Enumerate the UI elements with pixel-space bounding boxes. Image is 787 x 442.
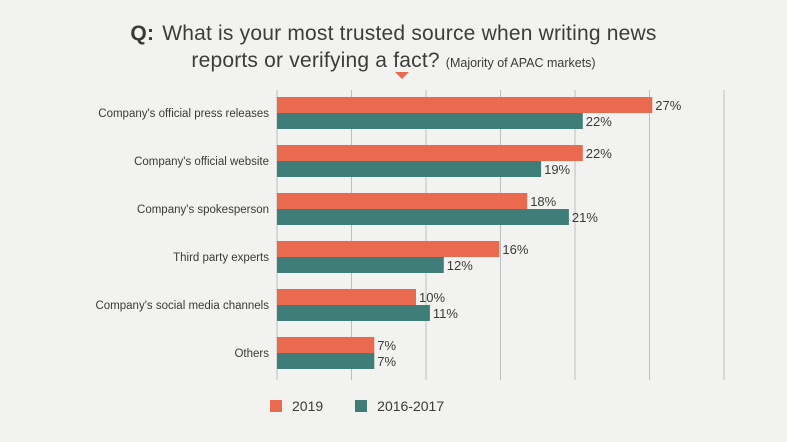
- chart-legend: 2019 2016-2017: [270, 398, 476, 414]
- bar-2019: [277, 241, 500, 257]
- bar-2016-2017: [277, 209, 569, 225]
- bar-2016-2017: [277, 161, 542, 177]
- legend-swatch-2016-2017: [355, 400, 368, 412]
- question-subtitle: (Majority of APAC markets): [445, 56, 596, 70]
- legend-item-2016-2017: 2016-2017: [355, 398, 444, 414]
- data-label: 10%: [419, 290, 445, 305]
- legend-label-2016-2017: 2016-2017: [377, 398, 445, 414]
- category-label: Company's spokesperson: [137, 204, 269, 216]
- bar-2019: [277, 145, 583, 161]
- bar-2019: [277, 289, 416, 305]
- bar-2016-2017: [277, 305, 430, 321]
- data-label: 18%: [530, 194, 556, 209]
- bar-2016-2017: [277, 353, 375, 369]
- data-label: 21%: [572, 210, 598, 225]
- question-text-2: reports or verifying a fact?: [191, 49, 440, 72]
- data-label: 11%: [433, 306, 458, 321]
- question-text-1: What is your most trusted source when wr…: [162, 22, 657, 45]
- data-label: 22%: [586, 114, 612, 129]
- data-label: 12%: [447, 258, 473, 273]
- data-label: 19%: [544, 162, 570, 177]
- data-label: 7%: [377, 354, 396, 369]
- data-label: 16%: [502, 242, 528, 257]
- bar-2016-2017: [277, 257, 444, 273]
- category-label: Company's social media channels: [95, 300, 269, 312]
- bar-2019: [277, 97, 653, 113]
- category-label: Company's official press releases: [98, 108, 269, 120]
- data-label: 27%: [655, 98, 681, 113]
- legend-item-2019: 2019: [270, 398, 323, 414]
- question-title-line-2: reports or verifying a fact? (Majority o…: [0, 49, 787, 73]
- down-pointer-icon: [395, 72, 409, 79]
- bar-2019: [277, 337, 375, 353]
- data-label: 7%: [377, 338, 396, 353]
- question-title-line-1: Q: What is your most trusted source when…: [0, 22, 787, 46]
- category-label: Third party experts: [173, 252, 269, 264]
- question-marker: Q:: [130, 22, 155, 45]
- legend-label-2019: 2019: [292, 398, 324, 414]
- data-label: 22%: [586, 146, 612, 161]
- bar-2019: [277, 193, 528, 209]
- category-label: Company's official website: [134, 156, 269, 168]
- bar-2016-2017: [277, 113, 583, 129]
- category-label: Others: [234, 348, 269, 360]
- legend-swatch-2019: [270, 400, 282, 412]
